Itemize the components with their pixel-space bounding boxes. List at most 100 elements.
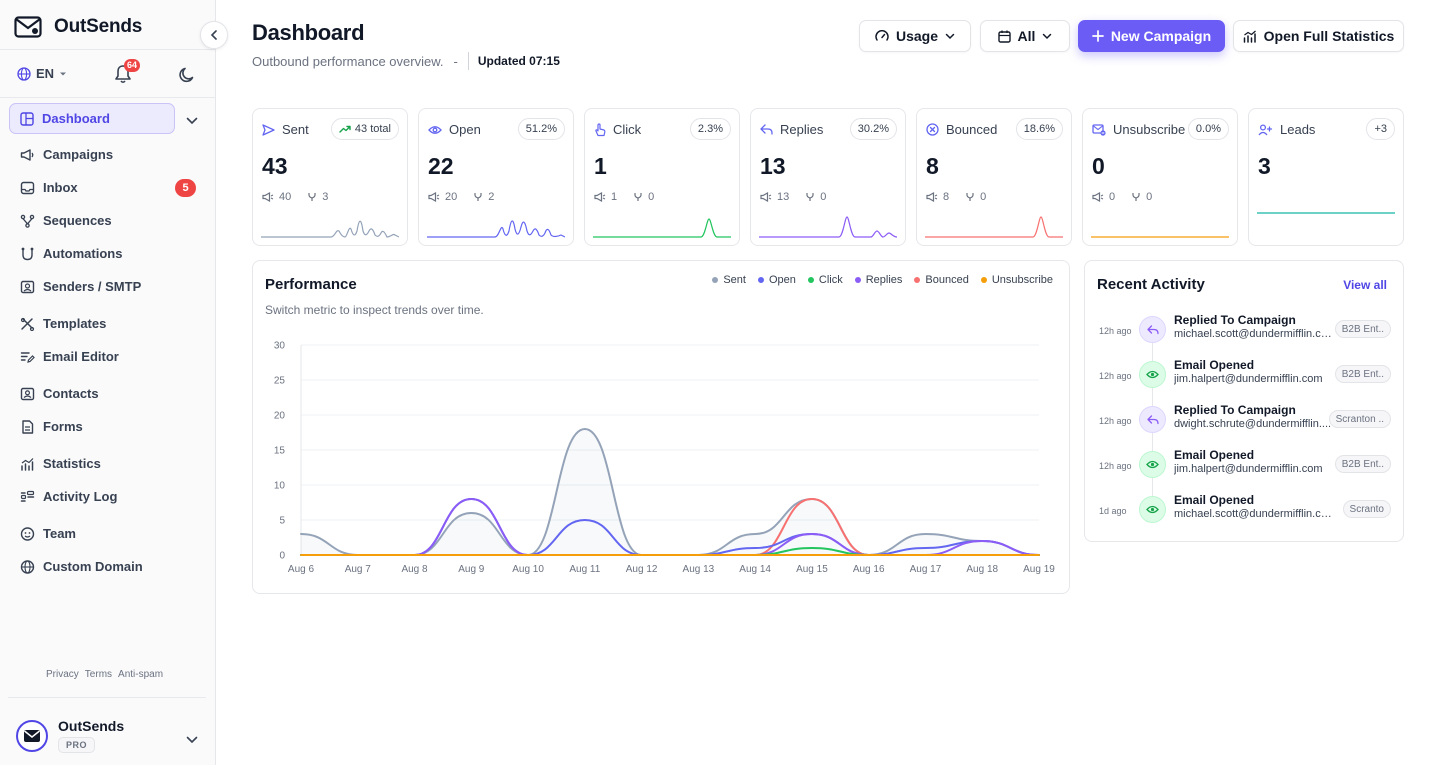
activity-text: Email Opened jim.halpert@dundermifflin.c…	[1174, 358, 1334, 385]
legend-label: Bounced	[925, 274, 969, 286]
activity-text: Email Opened michael.scott@dundermifflin…	[1174, 493, 1334, 520]
stat-label: Unsubscribe	[1113, 122, 1186, 137]
legend-item-sent[interactable]: Sent	[712, 274, 746, 286]
legend-item-replies[interactable]: Replies	[854, 274, 903, 286]
stat-breakdown: 1 0	[594, 191, 654, 203]
sidebar-item-contacts[interactable]: Contacts	[20, 386, 99, 401]
stat-card-click[interactable]: Click 2.3% 1 1 0	[584, 108, 740, 246]
legend-item-open[interactable]: Open	[757, 274, 796, 286]
usage-label: Usage	[895, 28, 939, 44]
sidebar-item-sequences[interactable]: Sequences	[20, 213, 112, 228]
stat-header: Click	[594, 122, 641, 137]
notifications-count-badge: 64	[124, 59, 141, 72]
dashboard-expand-toggle[interactable]	[186, 112, 198, 130]
anti-spam-link[interactable]: Anti-spam	[118, 669, 164, 680]
sidebar-item-dashboard[interactable]: Dashboard	[9, 103, 175, 134]
legend-swatch	[854, 277, 861, 283]
sidebar-item-label: Templates	[43, 316, 107, 331]
sidebar-item-custom-domain[interactable]: Custom Domain	[20, 559, 143, 574]
activity-action: Email Opened	[1174, 358, 1255, 372]
divider	[467, 52, 469, 70]
legend-item-unsubscribe[interactable]: Unsubscribe	[980, 274, 1053, 286]
sidebar-item-label: Sequences	[43, 213, 112, 228]
legend-label: Replies	[865, 274, 903, 286]
brand-name: OutSends	[54, 16, 143, 37]
date-range-dropdown[interactable]: All	[980, 20, 1070, 52]
privacy-link[interactable]: Privacy	[46, 669, 79, 680]
activity-item[interactable]: 12h ago Replied To Campaign dwight.schru…	[1085, 403, 1403, 446]
new-campaign-label: New Campaign	[1110, 28, 1212, 44]
theme-toggle[interactable]	[178, 66, 196, 89]
view-all-link[interactable]: View all	[1343, 278, 1387, 292]
brand[interactable]: OutSends	[14, 16, 142, 38]
x-tick-label: Aug 18	[966, 564, 998, 575]
legend-swatch	[712, 277, 719, 283]
workspace-name: OutSends	[58, 718, 125, 734]
workspace-menu-toggle[interactable]	[186, 731, 198, 749]
sidebar-item-templates[interactable]: Templates	[20, 316, 106, 331]
activity-item[interactable]: 1d ago Email Opened michael.scott@dunder…	[1085, 493, 1403, 536]
stat-campaign-count: 13	[777, 191, 790, 203]
sidebar-item-team[interactable]: Team	[20, 526, 76, 541]
sidebar-item-senders-smtp[interactable]: Senders / SMTP	[20, 279, 141, 294]
activity-time: 12h ago	[1099, 326, 1132, 336]
chevron-left-icon	[210, 30, 217, 40]
terms-link[interactable]: Terms	[84, 669, 113, 680]
sidebar-item-forms[interactable]: Forms	[20, 419, 83, 434]
stat-card-unsubscribe[interactable]: Unsubscribe 0.0% 0 0 0	[1082, 108, 1238, 246]
campaign-tag: Scranton ..	[1328, 410, 1391, 428]
globe-icon	[20, 559, 35, 574]
legend-item-click[interactable]: Click	[807, 274, 843, 286]
stat-header: Leads	[1258, 122, 1315, 137]
notifications-button[interactable]: 64	[114, 59, 141, 89]
x-circle-icon	[926, 123, 939, 136]
automation-icon	[21, 247, 34, 260]
megaphone-icon	[262, 192, 274, 202]
sidebar-item-email-editor[interactable]: Email Editor	[20, 349, 119, 364]
sidebar-item-statistics[interactable]: Statistics	[20, 456, 101, 471]
x-tick-label: Aug 15	[796, 564, 828, 575]
stat-card-open[interactable]: Open 51.2% 22 20 2	[418, 108, 574, 246]
stat-sequence-count: 0	[980, 191, 987, 203]
activity-action: Replied To Campaign	[1174, 403, 1296, 417]
sidebar-item-automations[interactable]: Automations	[20, 246, 122, 261]
megaphone-icon	[1092, 192, 1104, 202]
collapse-sidebar-button[interactable]	[200, 21, 228, 49]
stat-card-replies[interactable]: Replies 30.2% 13 13 0	[750, 108, 906, 246]
activity-item[interactable]: 12h ago Email Opened jim.halpert@dunderm…	[1085, 358, 1403, 401]
stat-campaign-count: 0	[1109, 191, 1116, 203]
activity-item[interactable]: 12h ago Replied To Campaign michael.scot…	[1085, 313, 1403, 356]
stat-breakdown: 13 0	[760, 191, 826, 203]
workspace-switcher[interactable]: OutSends PRO	[16, 718, 124, 753]
activity-item[interactable]: 12h ago Email Opened jim.halpert@dunderm…	[1085, 448, 1403, 491]
inbox-count-badge: 5	[175, 179, 196, 197]
activity-action: Email Opened	[1174, 493, 1255, 507]
stat-value: 1	[594, 153, 607, 179]
sidebar-item-label: Automations	[43, 246, 123, 261]
sidebar-item-campaigns[interactable]: Campaigns	[20, 147, 113, 162]
sidebar-item-activity-log[interactable]: Activity Log	[20, 489, 117, 504]
stat-pill: 0.0%	[1187, 118, 1229, 140]
eye-icon	[1139, 361, 1166, 388]
stat-value: 3	[1258, 153, 1271, 179]
performance-title: Performance	[265, 276, 357, 293]
new-campaign-button[interactable]: New Campaign	[1078, 20, 1225, 52]
stat-card-sent[interactable]: Sent 43 total 43 40 3	[252, 108, 408, 246]
sidebar-item-label: Team	[43, 526, 76, 541]
sidebar: OutSends EN 64 Dashboard Campaigns Inbox…	[0, 0, 216, 765]
sidebar-item-inbox[interactable]: Inbox	[20, 180, 78, 195]
eye-icon	[428, 125, 442, 134]
open-full-statistics-button[interactable]: Open Full Statistics	[1233, 20, 1404, 52]
campaign-tag: B2B Ent..	[1334, 320, 1391, 338]
legend-item-bounced[interactable]: Bounced	[914, 274, 969, 286]
stat-pill-text: 18.6%	[1023, 123, 1055, 135]
x-tick-label: Aug 6	[288, 564, 315, 575]
stat-pill-text: 2.3%	[697, 123, 723, 135]
stat-card-leads[interactable]: Leads +3 3	[1248, 108, 1404, 246]
stat-pill-text: +3	[1374, 123, 1387, 135]
activity-action: Replied To Campaign	[1174, 313, 1296, 327]
stat-card-bounced[interactable]: Bounced 18.6% 8 8 0	[916, 108, 1072, 246]
usage-dropdown[interactable]: Usage	[859, 20, 971, 52]
language-selector[interactable]: EN	[17, 66, 67, 81]
sidebar-item-label: Custom Domain	[43, 559, 143, 574]
